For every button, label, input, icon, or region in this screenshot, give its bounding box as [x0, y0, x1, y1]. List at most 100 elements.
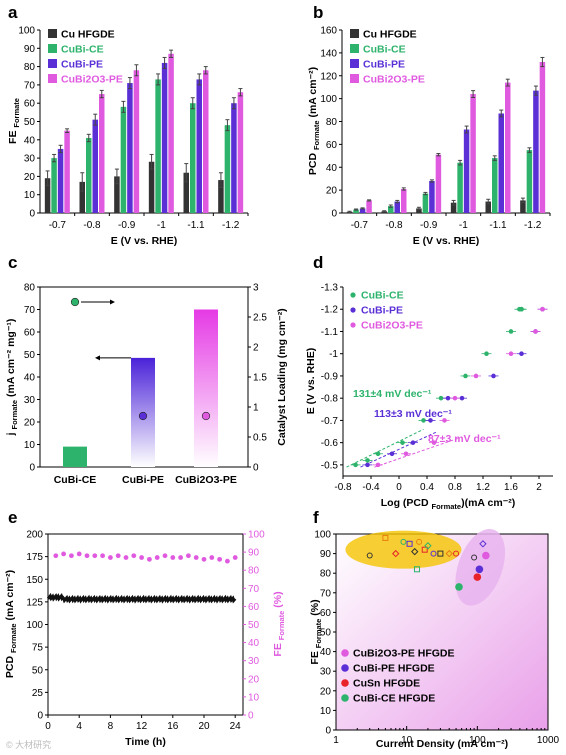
panel-a-bar-3	[203, 70, 209, 213]
panel-c-loading-point	[70, 297, 80, 307]
panel-label-c: c	[8, 253, 17, 272]
panel-c-loading-point	[201, 411, 211, 421]
panel-d-point	[473, 373, 479, 379]
panel-f-ytick-label: 10	[320, 706, 332, 717]
panel-b-bar-1	[492, 158, 498, 213]
panel-f-literature-point	[400, 538, 407, 545]
panel-f-ytick-label: 20	[320, 686, 332, 697]
panel-a-bar-0	[44, 178, 51, 213]
panel-d-ytick-label: -0.8	[321, 394, 339, 405]
panel-e-fe-point	[186, 553, 191, 559]
panel-e-fe-point	[92, 553, 98, 559]
panel-e-ytick-left-label: 200	[26, 530, 43, 541]
panel-b-bar-3	[435, 154, 442, 213]
panel-b-xtick-label: -1.1	[489, 220, 507, 231]
panel-e-fe-point	[201, 556, 207, 562]
panel-a-legend-label: CuBi2O3-PE	[61, 74, 123, 86]
panel-b-ytick-label: 100	[320, 94, 337, 105]
panel-b-ytick-label: 120	[320, 71, 337, 82]
panel-b-xtick-label: -0.8	[385, 220, 403, 231]
panel-e-ytick-left-label: 100	[26, 620, 43, 631]
panel-c-bar	[194, 309, 218, 467]
panel-e-xtick-label: 20	[198, 721, 210, 732]
panel-d-point	[540, 306, 545, 312]
panel-e-fe-point	[209, 555, 215, 560]
panel-a-bar-2	[231, 103, 237, 213]
panel-e-ylabel-right-text: FE Formate (%)	[272, 591, 286, 656]
panel-c-ytick-right-label: 1.5	[253, 373, 267, 384]
panel-b-ytick-label: 40	[326, 163, 338, 174]
panel-b-bar-2	[359, 208, 366, 213]
panel-e-xtick-label: 16	[167, 721, 179, 732]
panel-b-bar-1	[422, 193, 429, 213]
panel-a-ytick-label: 60	[24, 99, 36, 110]
panel-a-bar-2	[161, 62, 168, 213]
panel-c-ytick-left-label: 20	[24, 418, 36, 429]
panel-a-bar-3	[168, 53, 174, 213]
panel-a-legend-label: CuBi-CE	[61, 44, 104, 56]
panel-f-ytick-label: 100	[314, 530, 331, 541]
panel-a-xtick-label: -1	[157, 220, 166, 231]
panel-a-bar-1	[224, 125, 231, 213]
panel-b-ylabel: PCD Formate (mA cm⁻²)	[307, 67, 321, 175]
panel-d-point	[491, 373, 496, 379]
panel-d-slope-annotation: 131±4 mV dec⁻¹	[353, 388, 432, 400]
panel-e-fe-point	[178, 555, 184, 560]
panel-e-ytick-left-label: 50	[32, 665, 44, 676]
panel-f-literature-point	[430, 550, 437, 557]
panel-e-fe-point	[108, 555, 113, 560]
panel-d-point	[533, 329, 538, 334]
panel-e-fe-point	[100, 553, 105, 559]
panel-d-point	[421, 418, 426, 423]
panel-b-bar-3	[539, 62, 546, 214]
panel-e-ytick-right-label: 40	[248, 638, 260, 649]
panel-d-ytick-label: -0.7	[321, 416, 339, 427]
panel-label-e: e	[8, 508, 17, 527]
panel-c-ytick-left-label: 0	[29, 463, 35, 474]
panel-label-d: d	[313, 253, 323, 272]
panel-d-tafel-line	[360, 431, 438, 468]
panel-e-ytick-right-label: 20	[248, 674, 260, 685]
panel-d-ytick-label: -1.3	[321, 283, 339, 294]
panel-e-fe-point	[217, 556, 223, 562]
panel-e-ytick-left-label: 175	[26, 552, 43, 563]
panel-d-legend-label: CuBi2O3-PE	[361, 320, 423, 332]
panel-a-ylabel-text: FE Formate	[7, 98, 21, 144]
panel-a-xtick-label: -1.1	[187, 220, 205, 231]
panel-a-bar-1	[120, 106, 127, 213]
panel-c-xtick-label: CuBi2O3-PE	[175, 474, 237, 486]
panel-d-point	[459, 395, 465, 401]
panel-a-xtick-label: -0.9	[118, 220, 136, 231]
panel-d-point	[365, 462, 370, 468]
panel-c-ytick-left-label: 40	[24, 373, 36, 384]
panel-a-xlabel: E (V vs. RHE)	[111, 235, 178, 247]
panel-d-ytick-label: -0.5	[321, 460, 339, 471]
panel-b-bar-2	[394, 201, 400, 213]
panel-b-ytick-label: 60	[326, 140, 338, 151]
panel-d-ylabel-text: E (V vs. RHE)	[305, 348, 317, 415]
panel-e-fe-point	[225, 558, 230, 564]
panel-e-xlabel: Time (h)	[125, 736, 166, 748]
panel-d-slope-annotation: 113±3 mV dec⁻¹	[374, 408, 452, 420]
panel-b-ylabel-text: PCD Formate (mA cm⁻²)	[307, 67, 321, 175]
panel-e-ytick-right-label: 50	[248, 620, 260, 631]
panel-b-bar-0	[450, 202, 457, 213]
panel-a-legend-swatch	[48, 29, 57, 38]
panel-f-xtick-label: 10	[401, 735, 413, 746]
panel-d-xtick-label: 1.2	[476, 482, 490, 493]
panel-b-xtick-label: -1.2	[524, 220, 542, 231]
panel-e-fe-point	[170, 555, 176, 560]
panel-d-point	[431, 440, 437, 445]
panel-f-ytick-label: 0	[325, 726, 331, 737]
panel-e-ytick-left-label: 75	[32, 643, 44, 654]
panel-b-legend-label: CuBi-CE	[363, 44, 406, 56]
panel-b-bar-1	[353, 209, 359, 213]
panel-a-ytick-label: 70	[24, 80, 36, 91]
panel-f-ylabel: FE Formate (%)	[309, 599, 323, 664]
panel-b-bar-0	[485, 201, 491, 213]
panel-c-ylabel-left-text: j Formate (mA cm⁻² mg⁻¹)	[5, 319, 19, 437]
panel-d-point	[484, 351, 489, 357]
panel-d-point	[400, 440, 405, 445]
panel-d-ytick-label: -1	[329, 349, 338, 360]
panel-c-ytick-right-label: 3	[253, 283, 259, 294]
